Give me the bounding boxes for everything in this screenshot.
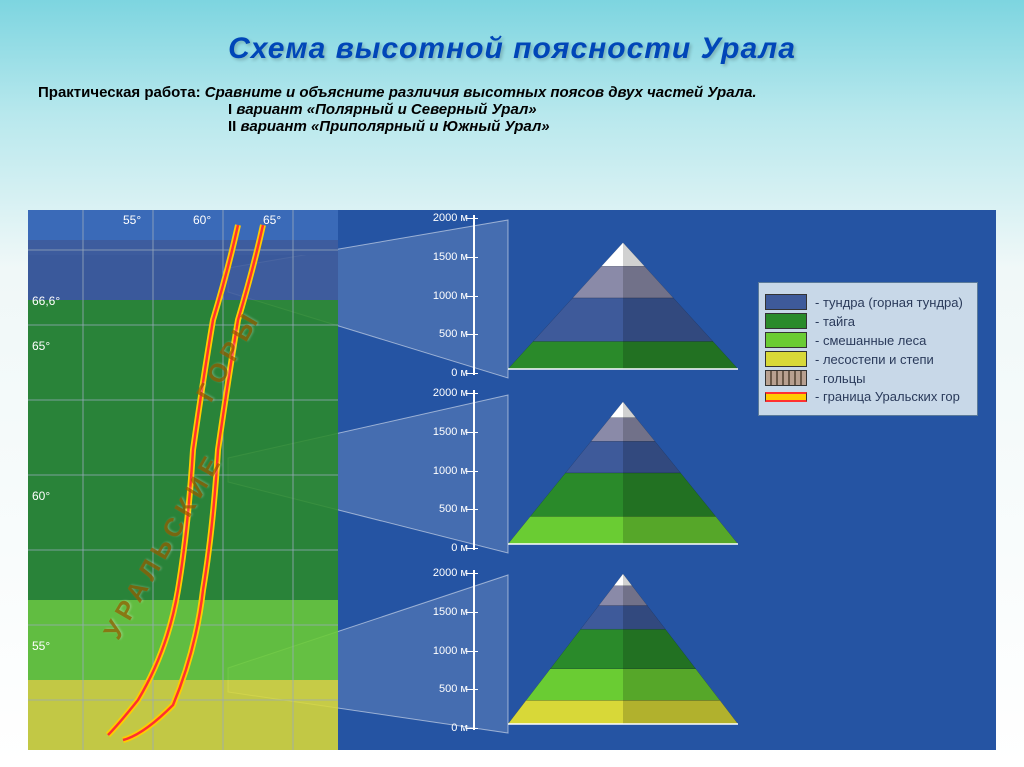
legend-label: - лесостепи и степи	[815, 352, 934, 367]
legend-label: - граница Уральских гор	[815, 389, 960, 404]
axis-tick: 2000 м	[408, 567, 468, 579]
axis-tick: 2000 м	[408, 212, 468, 224]
legend-label: - тайга	[815, 314, 855, 329]
mountain-polar: 2000 м 1500 м 1000 м 500 м 0 м	[378, 215, 778, 385]
legend-row-border: - граница Уральских гор	[765, 389, 971, 404]
legend-label: - тундра (горная тундра)	[815, 295, 963, 310]
svg-text:65°: 65°	[32, 339, 50, 353]
axis-tick: 1500 м	[408, 251, 468, 263]
page-title: Схема высотной поясности Урала	[0, 0, 1024, 66]
legend-row-taiga: - тайга	[765, 313, 971, 329]
legend-swatch	[765, 332, 807, 348]
axis-tick: 1000 м	[408, 645, 468, 657]
subtitle-text: Сравните и объясните различия высотных п…	[205, 84, 757, 101]
ural-map: 55°60°65°66,6°65°60°55° УРАЛЬСКИЕ ГОРЫ	[28, 210, 338, 750]
svg-text:55°: 55°	[32, 639, 50, 653]
subtitle-prefix: Практическая работа:	[38, 84, 201, 101]
legend-swatch	[765, 370, 807, 386]
legend-swatch	[765, 294, 807, 310]
legend-label: - смешанные леса	[815, 333, 926, 348]
legend-row-steppe: - лесостепи и степи	[765, 351, 971, 367]
legend-swatch	[765, 351, 807, 367]
axis-tick: 500 м	[408, 503, 468, 515]
subtitle-block: Практическая работа: Сравните и объяснит…	[38, 84, 1024, 135]
variant-2-label: вариант «Приполярный и Южный Урал»	[241, 118, 550, 135]
legend-row-mixed: - смешанные леса	[765, 332, 971, 348]
axis-tick: 500 м	[408, 683, 468, 695]
variant-1: I вариант «Полярный и Северный Урал»	[228, 101, 1024, 118]
mountain-svg	[508, 566, 738, 728]
variant-2-num: II	[228, 118, 236, 135]
svg-text:60°: 60°	[32, 489, 50, 503]
axis-tick: 1000 м	[408, 290, 468, 302]
variant-1-num: I	[228, 101, 232, 118]
legend: - тундра (горная тундра) - тайга - смешанн…	[758, 282, 978, 416]
svg-text:60°: 60°	[193, 213, 211, 227]
axis-tick: 0 м	[408, 542, 468, 554]
axis-tick: 2000 м	[408, 387, 468, 399]
svg-text:66,6°: 66,6°	[32, 294, 60, 308]
legend-swatch	[765, 392, 807, 402]
axis-tick: 1000 м	[408, 465, 468, 477]
diagram-container: 55°60°65°66,6°65°60°55° УРАЛЬСКИЕ ГОРЫ 2…	[28, 210, 996, 750]
mountain-svg	[508, 386, 738, 548]
svg-text:55°: 55°	[123, 213, 141, 227]
mountain-svg	[508, 211, 738, 373]
variant-2: II вариант «Приполярный и Южный Урал»	[228, 118, 1024, 135]
legend-label: - гольцы	[815, 371, 866, 386]
svg-text:65°: 65°	[263, 213, 281, 227]
legend-row-goltsy: - гольцы	[765, 370, 971, 386]
mountain-middle: 2000 м 1500 м 1000 м 500 м 0 м	[378, 390, 778, 560]
axis-tick: 0 м	[408, 367, 468, 379]
mountain-south: 2000 м 1500 м 1000 м 500 м 0 м	[378, 570, 778, 740]
variant-1-label: вариант «Полярный и Северный Урал»	[236, 101, 536, 118]
legend-swatch	[765, 313, 807, 329]
axis-tick: 500 м	[408, 328, 468, 340]
legend-row-tundra: - тундра (горная тундра)	[765, 294, 971, 310]
axis-tick: 1500 м	[408, 606, 468, 618]
axis-tick: 1500 м	[408, 426, 468, 438]
axis-tick: 0 м	[408, 722, 468, 734]
